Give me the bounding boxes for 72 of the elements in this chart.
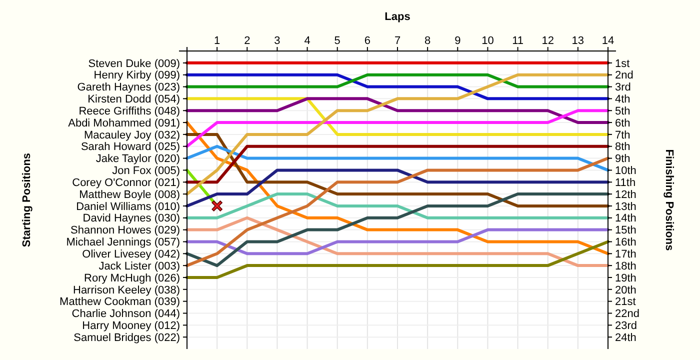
text: Sarah Howard (025) xyxy=(80,141,180,154)
text: Samuel Bridges (022) xyxy=(74,332,180,344)
text: Oliver Livesey (042) xyxy=(82,248,180,260)
y-tick-label: 15th xyxy=(615,224,636,237)
text: Shannon Howes (029) xyxy=(70,224,180,237)
line-series xyxy=(186,192,610,268)
text: Macauley Joy (032) xyxy=(84,129,180,142)
y-tick-label: 19th xyxy=(615,272,636,284)
text: Reece Griffiths (048) xyxy=(78,105,180,118)
y-tick-label: 4th xyxy=(615,94,630,106)
y-tick-label: 9th xyxy=(615,153,630,166)
y-tick-label: 22nd xyxy=(615,308,640,320)
text: Matthew Boyle (008) xyxy=(79,188,180,201)
text: Harrison Keeley (038) xyxy=(73,284,180,296)
text: Kirsten Dodd (054) xyxy=(88,94,180,106)
text: Rory McHugh (026) xyxy=(84,272,180,284)
x-tick-label: 13 xyxy=(572,35,584,47)
y-tick-label: 23rd xyxy=(615,320,638,332)
y-tick-label: 14th xyxy=(615,212,636,225)
y-tick-label: 3rd xyxy=(615,82,631,94)
text: Henry Kirby (099) xyxy=(94,70,180,82)
x-tick-label: 9 xyxy=(454,35,461,47)
x-tick-label: 4 xyxy=(304,35,310,47)
y-axis-title: Finishing Positions xyxy=(663,149,675,251)
y-tick-label: 2nd xyxy=(615,70,634,82)
x-axis-title: Laps xyxy=(384,11,410,23)
text: Gareth Haynes (023) xyxy=(77,82,180,94)
x-tick-label: 1 xyxy=(214,35,220,47)
line-series xyxy=(186,216,610,268)
text: Charlie Johnson (044) xyxy=(72,308,180,320)
x-tick-label: 7 xyxy=(394,35,401,47)
y-tick-label: 18th xyxy=(615,260,636,272)
x-tick-label: 8 xyxy=(424,35,431,47)
y-tick-label: 5th xyxy=(615,105,630,118)
text: Michael Jennings (057) xyxy=(66,236,180,249)
y-tick-label: 13th xyxy=(615,200,636,213)
y-tick-label: 17th xyxy=(615,248,636,260)
y-tick-label: 21st xyxy=(615,296,636,308)
y-tick-label: 7th xyxy=(615,129,630,142)
text: Abdi Mohammed (091) xyxy=(68,117,180,130)
x-tick-label: 12 xyxy=(542,35,554,47)
y-tick-label: 1st xyxy=(615,58,630,70)
x-tick-label: 2 xyxy=(244,35,250,47)
line-series xyxy=(186,73,610,196)
x-tick-label: 14 xyxy=(602,35,614,47)
y-tick-label: 16th xyxy=(615,236,636,249)
y-tick-label: 12th xyxy=(615,188,636,201)
y-tick-label: 24th xyxy=(615,332,636,344)
text: Harry Mooney (012) xyxy=(82,320,180,332)
x-tick-label: 10 xyxy=(482,35,494,47)
x-tick-label: 5 xyxy=(334,35,340,47)
line-series xyxy=(186,132,610,208)
line-series xyxy=(186,156,610,268)
text: Jack Lister (003) xyxy=(98,260,180,272)
y-tick-label: 10th xyxy=(615,165,636,178)
y-tick-label: 8th xyxy=(615,141,630,154)
text: Starting Positions xyxy=(21,152,33,248)
line-series xyxy=(186,168,610,208)
y-tick-label: 20th xyxy=(615,284,636,296)
text: David Haynes (030) xyxy=(82,212,180,225)
y-tick-label: 11th xyxy=(615,176,636,189)
x-tick-label: 3 xyxy=(274,35,280,47)
line-series xyxy=(186,240,610,279)
text: Daniel Williams (010) xyxy=(76,200,180,213)
text: Jon Fox (005) xyxy=(112,165,180,178)
text: Jake Taylor (020) xyxy=(96,153,180,166)
x-tick-label: 6 xyxy=(364,35,370,47)
x-tick-label: 11 xyxy=(512,35,524,47)
text: Matthew Cookman (039) xyxy=(60,296,180,308)
y-tick-label: 6th xyxy=(615,117,630,130)
text: Corey O'Connor (021) xyxy=(72,176,180,189)
text: Steven Duke (009) xyxy=(88,58,180,70)
